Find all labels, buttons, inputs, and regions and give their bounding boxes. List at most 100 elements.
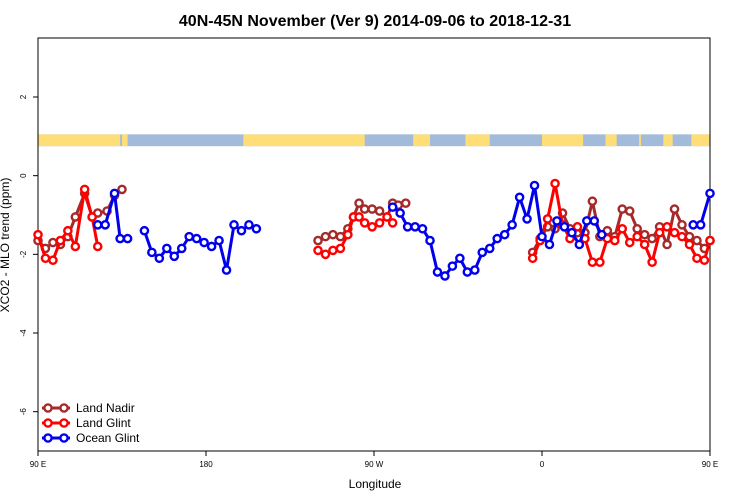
- x-tick-label: 90 E: [702, 460, 718, 469]
- x-tick-label: 180: [199, 460, 213, 469]
- ocean-glint-point: [582, 216, 592, 226]
- ocean-glint-point: [432, 267, 443, 277]
- land-glint-point: [669, 227, 680, 238]
- land-segment: [605, 134, 617, 147]
- ocean-glint-point: [492, 233, 503, 244]
- y-tick-label: -6: [19, 408, 28, 416]
- y-axis: 2 0 -2 -4 -6: [19, 94, 38, 415]
- ocean-glint-point: [695, 220, 706, 230]
- land-glint-point: [374, 218, 385, 228]
- ocean-glint-point: [688, 220, 699, 230]
- ocean-glint-point: [559, 221, 570, 232]
- land-glint-point: [387, 218, 398, 228]
- land-nadir-point: [624, 206, 635, 216]
- land-glint-point: [313, 245, 323, 256]
- land-glint-point: [677, 231, 687, 242]
- land-nadir-point: [587, 196, 598, 207]
- ocean-glint-point: [455, 253, 465, 264]
- legend-marker-ocean-glint: [59, 433, 69, 443]
- ocean-glint-point: [469, 265, 480, 275]
- ocean-glint-line: [97, 191, 128, 241]
- ocean-glint-point: [529, 180, 540, 191]
- land-nadir-point: [662, 239, 672, 250]
- land-nadir-point: [359, 204, 370, 214]
- ocean-glint-point: [477, 247, 488, 258]
- ocean-glint-point: [537, 231, 547, 242]
- land-segment: [243, 134, 365, 147]
- land-glint-point: [617, 223, 628, 234]
- legend-marker-land-glint: [43, 418, 53, 428]
- land-nadir-point: [647, 233, 657, 244]
- land-nadir-point: [677, 220, 687, 230]
- ocean-glint-point: [221, 265, 232, 275]
- land-glint-point: [354, 212, 364, 222]
- legend-marker-land-glint: [59, 418, 69, 428]
- land-nadir-point: [617, 204, 628, 214]
- ocean-glint-point: [236, 225, 247, 236]
- ocean-glint-point: [115, 233, 125, 244]
- land-glint-point: [359, 218, 370, 228]
- ocean-glint-point: [214, 235, 224, 246]
- x-tick-label: 90 W: [365, 460, 384, 469]
- land-nadir-point: [313, 235, 323, 246]
- land-segment: [465, 134, 490, 147]
- ocean-glint-line: [693, 192, 712, 227]
- land-nadir-point: [684, 231, 695, 242]
- land-glint-point: [684, 239, 695, 250]
- ocean-glint-point: [176, 243, 187, 254]
- ocean-glint-point: [229, 220, 239, 230]
- land-segment: [122, 134, 128, 147]
- land-glint-point: [367, 221, 377, 232]
- x-tick-label: 90 E: [30, 460, 46, 469]
- ocean-glint-point: [100, 220, 110, 230]
- land-glint-point: [55, 235, 66, 246]
- y-axis-label: XCO2 - MLO trend (ppm): [0, 178, 12, 313]
- ocean-glint-point: [596, 229, 607, 240]
- ocean-glint-point: [484, 243, 495, 254]
- ocean-glint-point: [161, 243, 172, 254]
- land-glint-point: [79, 184, 90, 195]
- land-glint-point: [33, 229, 43, 240]
- ocean-glint-point: [147, 247, 157, 258]
- land-nadir-point: [354, 198, 364, 208]
- ocean-glint-point: [574, 239, 585, 250]
- ocean-glint-point: [499, 229, 510, 240]
- land-nadir-point: [669, 204, 680, 214]
- land-segment: [38, 134, 121, 147]
- land-segment: [691, 134, 710, 147]
- land-nadir-point: [639, 229, 650, 240]
- land-glint-point: [587, 257, 598, 268]
- ocean-glint-point: [244, 220, 254, 230]
- land-glint-point: [550, 178, 560, 189]
- land-glint-point: [610, 235, 620, 246]
- land-glint-point: [63, 225, 73, 236]
- land-glint-point: [382, 212, 392, 222]
- land-glint-point: [692, 253, 702, 264]
- y-tick-label: 2: [19, 94, 28, 99]
- ocean-glint-point: [425, 235, 435, 246]
- ocean-glint-point: [514, 192, 525, 203]
- ocean-glint-point: [589, 216, 600, 226]
- legend-marker-land-nadir: [43, 403, 53, 413]
- ocean-glint-point: [206, 241, 217, 252]
- series-layer: [33, 178, 715, 281]
- land-segment: [639, 134, 641, 147]
- plot-frame: [37, 37, 711, 452]
- land-glint-point: [639, 239, 650, 250]
- land-glint-point: [654, 227, 665, 238]
- land-nadir-point: [400, 198, 411, 208]
- land-glint-point: [705, 235, 715, 246]
- ocean-glint-point: [92, 220, 103, 230]
- y-tick-label: -4: [19, 329, 28, 337]
- y-tick-label: 0: [19, 173, 28, 178]
- land-glint-point: [328, 245, 338, 256]
- land-glint-point: [40, 253, 51, 264]
- plot-area: [37, 37, 711, 452]
- ocean-glint-point: [440, 271, 450, 281]
- ocean-glint-point: [522, 214, 532, 224]
- ocean-band: [38, 134, 710, 147]
- land-glint-point: [92, 241, 103, 252]
- land-nadir-point: [692, 235, 702, 246]
- land-nadir-point: [117, 184, 127, 195]
- land-glint-point: [647, 257, 657, 268]
